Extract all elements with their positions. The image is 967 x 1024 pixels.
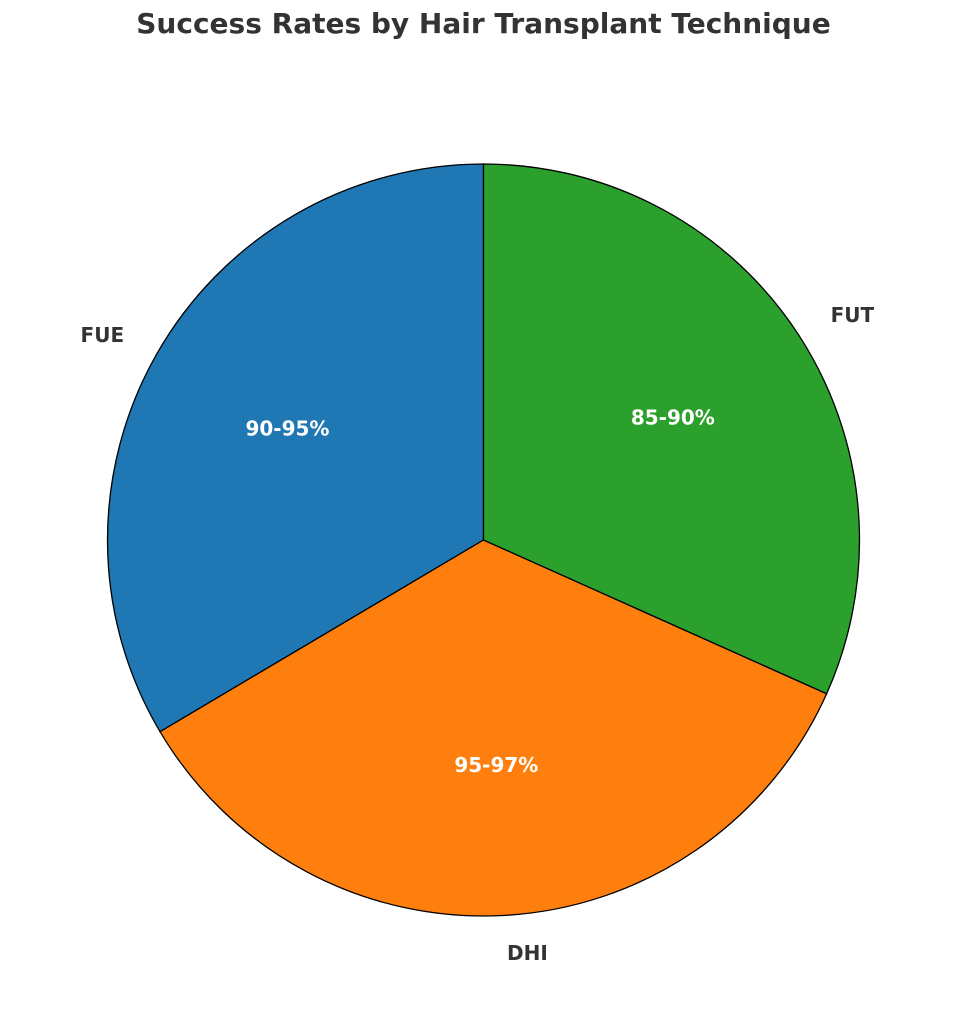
slice-label-fut: FUT <box>831 303 875 327</box>
pie-slice-fut <box>482 163 861 695</box>
pie-labels: FUE 90-95% DHI 95-97% FUT 85-90% <box>81 303 875 965</box>
chart-title: Success Rates by Hair Transplant Techniq… <box>136 7 831 40</box>
pct-label-fut: 85-90% <box>631 405 715 429</box>
slice-label-fue: FUE <box>81 323 125 347</box>
pie-slices <box>106 163 861 917</box>
pie-slice-dhi <box>159 539 828 917</box>
slice-label-dhi: DHI <box>507 941 548 965</box>
pct-label-dhi: 95-97% <box>454 753 538 777</box>
pie-slice-fue <box>106 163 485 733</box>
pct-label-fue: 90-95% <box>245 416 329 440</box>
